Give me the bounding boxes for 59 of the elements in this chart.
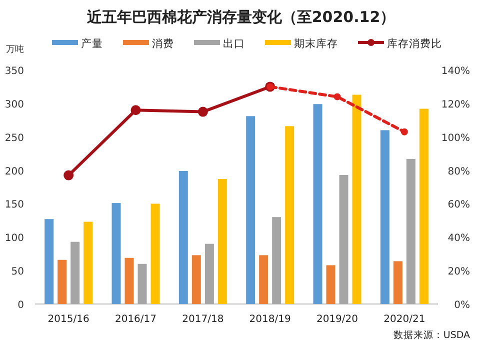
- y2-tick-label: 40%: [448, 233, 470, 244]
- legend-label: 库存消费比: [387, 37, 442, 50]
- bar: [380, 130, 390, 304]
- bar: [326, 265, 336, 304]
- y-axis-title: 万吨: [6, 44, 24, 55]
- y2-tick-label: 140%: [441, 66, 470, 77]
- bar: [70, 242, 80, 304]
- point: [130, 105, 141, 116]
- bar: [272, 217, 282, 304]
- x-tick-label: 2015/16: [48, 314, 90, 325]
- bar: [84, 222, 93, 304]
- bar: [285, 126, 294, 304]
- point: [64, 170, 74, 180]
- bar: [352, 94, 362, 304]
- point: [198, 106, 208, 117]
- y-tick-label: 350: [4, 66, 24, 77]
- legend-label: 产量: [81, 37, 103, 50]
- bar: [406, 158, 416, 304]
- bar: [150, 204, 160, 304]
- x-tick-label: 2020/21: [384, 314, 426, 325]
- legend-label: 期末库存: [294, 37, 338, 50]
- bar: [313, 104, 322, 304]
- x-tick-label: 2019/20: [316, 314, 358, 325]
- bar: [58, 260, 67, 304]
- y2-tick-label: 20%: [448, 266, 470, 278]
- bar: [124, 258, 134, 304]
- point: [400, 128, 408, 136]
- y2-tick-label: 60%: [448, 200, 470, 211]
- bar: [204, 244, 214, 304]
- source-note: 数据来源：USDA: [393, 329, 470, 341]
- y-tick-label: 100: [4, 233, 24, 244]
- bar: [393, 261, 402, 304]
- legend-label: 消费: [152, 37, 174, 50]
- y-tick-label: 300: [4, 99, 24, 110]
- y-tick-label: 50: [11, 266, 24, 278]
- y-tick-label: 150: [4, 200, 24, 211]
- chart-title: 近五年巴西棉花产消存量变化（至2020.12）: [86, 8, 396, 26]
- legend-label: 出口: [223, 37, 245, 50]
- bar: [218, 178, 227, 304]
- bar: [246, 116, 256, 304]
- bar: [419, 108, 428, 304]
- bar: [44, 219, 54, 304]
- y-tick-label: 0: [18, 300, 24, 311]
- y-tick-label: 250: [4, 132, 24, 144]
- bar: [259, 255, 268, 304]
- point: [334, 93, 341, 100]
- x-tick-label: 2017/18: [182, 314, 224, 325]
- bar: [339, 174, 348, 304]
- y2-tick-label: 120%: [441, 99, 470, 110]
- y2-tick-label: 80%: [448, 166, 470, 178]
- y2-tick-label: 100%: [441, 132, 470, 144]
- y2-tick-label: 0%: [454, 300, 470, 311]
- y-tick-label: 200: [4, 166, 24, 178]
- bar: [138, 264, 147, 304]
- bar: [112, 203, 121, 304]
- x-tick-label: 2018/19: [249, 314, 291, 325]
- x-tick-label: 2016/17: [114, 314, 157, 325]
- bar: [178, 170, 188, 304]
- bar: [192, 255, 201, 304]
